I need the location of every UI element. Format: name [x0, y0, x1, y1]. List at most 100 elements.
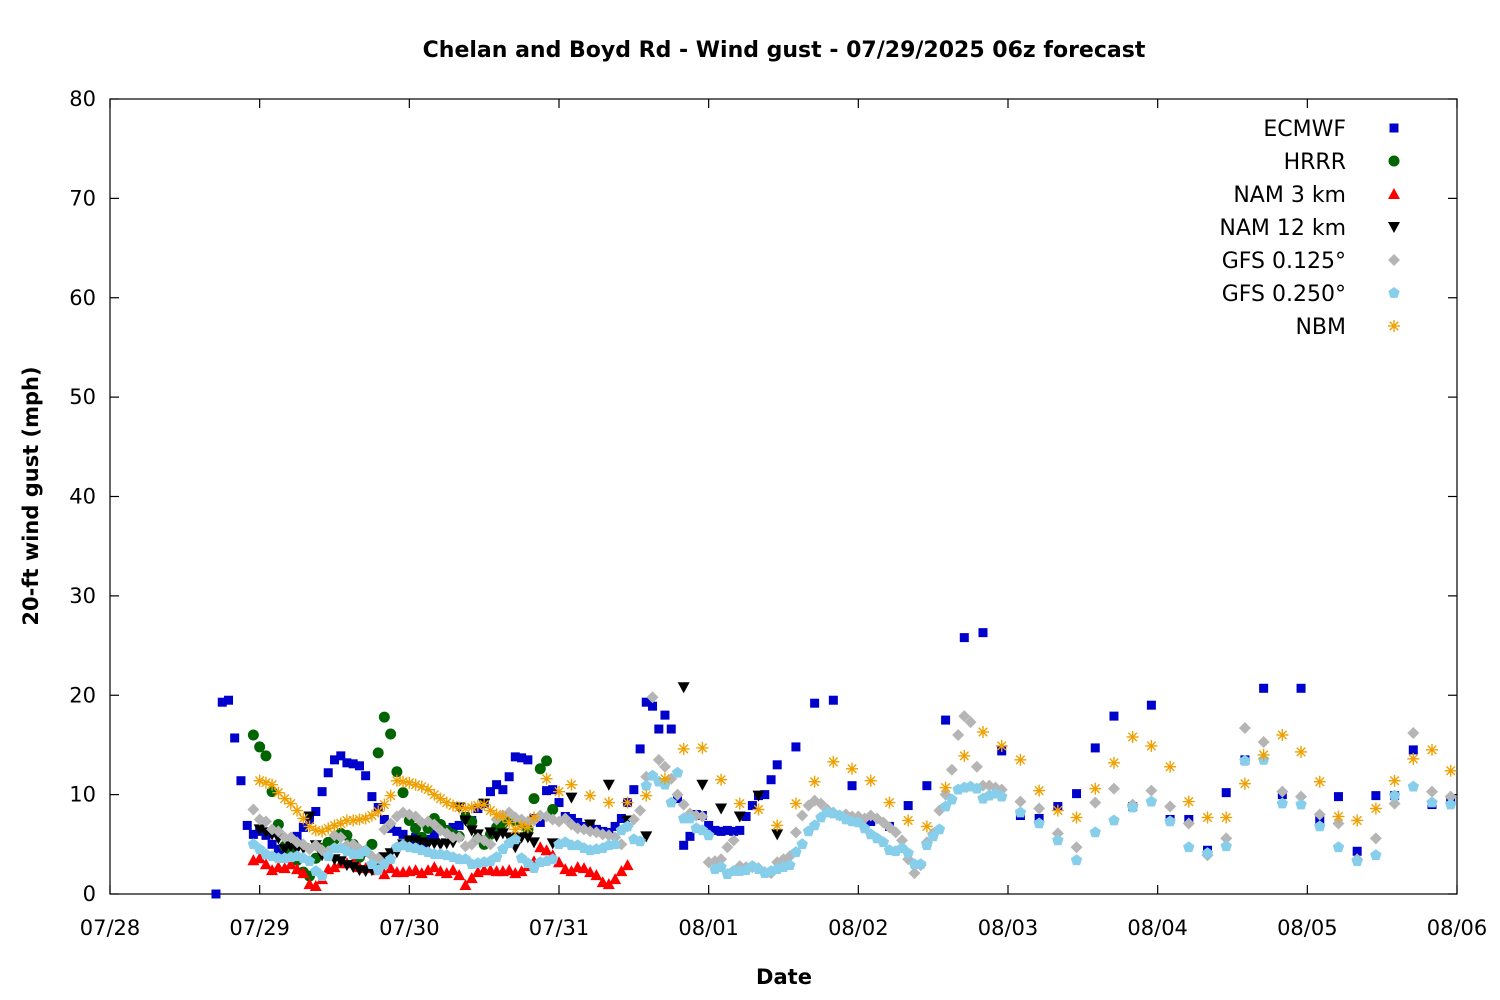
- data-point: [1220, 832, 1233, 845]
- data-point: [224, 695, 234, 705]
- data-point: [409, 810, 422, 823]
- data-point: [278, 844, 291, 856]
- data-point: [259, 858, 272, 870]
- data-point: [666, 724, 676, 734]
- data-point: [367, 792, 377, 802]
- data-point: [964, 716, 977, 729]
- data-point: [510, 752, 520, 762]
- data-point: [1371, 791, 1381, 801]
- data-point: [484, 827, 497, 839]
- data-point: [996, 790, 1008, 802]
- data-point: [253, 824, 266, 836]
- data-point: [1072, 789, 1082, 799]
- data-point: [1388, 789, 1401, 801]
- data-point: [721, 841, 734, 854]
- data-point: [1369, 802, 1382, 815]
- data-point: [365, 809, 378, 822]
- data-point: [685, 831, 695, 841]
- data-point: [422, 864, 435, 876]
- data-point: [827, 755, 840, 768]
- data-point: [941, 715, 951, 725]
- data-point: [521, 832, 534, 844]
- data-point: [814, 797, 827, 810]
- data-point: [1089, 796, 1102, 809]
- data-point: [796, 838, 808, 850]
- data-point: [810, 698, 820, 708]
- data-point: [303, 855, 316, 867]
- data-point: [665, 796, 677, 808]
- data-point: [648, 701, 658, 711]
- data-point: [902, 814, 915, 827]
- data-point: [784, 859, 796, 871]
- data-point: [428, 861, 441, 873]
- data-point: [378, 711, 390, 723]
- data-point: [752, 803, 765, 816]
- data-point: [828, 695, 838, 705]
- data-point: [259, 815, 272, 828]
- data-point: [509, 823, 522, 836]
- data-point: [484, 838, 497, 851]
- data-point: [710, 825, 720, 835]
- y-tick-label: 0: [83, 882, 96, 906]
- legend-label: ECMWF: [1263, 117, 1346, 142]
- data-point: [428, 818, 441, 831]
- legend-label: GFS 0.250°: [1222, 282, 1346, 307]
- data-point: [453, 869, 466, 881]
- data-point: [297, 867, 310, 879]
- data-point: [1388, 774, 1401, 787]
- series-nam-3-km: [247, 841, 634, 892]
- data-point: [273, 844, 283, 854]
- data-point: [542, 786, 552, 796]
- data-point: [465, 872, 478, 884]
- data-point: [1276, 797, 1289, 809]
- data-point: [553, 785, 565, 798]
- data-point: [1164, 815, 1176, 827]
- data-point: [278, 862, 291, 874]
- legend-label: GFS 0.125°: [1222, 249, 1346, 274]
- data-point: [727, 834, 740, 847]
- data-point: [454, 820, 464, 830]
- data-point: [846, 762, 859, 775]
- data-point: [1332, 810, 1345, 823]
- data-point: [247, 803, 260, 816]
- data-point: [471, 799, 484, 812]
- data-point: [635, 744, 645, 754]
- data-point: [995, 739, 1008, 752]
- data-point: [316, 870, 328, 881]
- data-point: [696, 810, 709, 823]
- data-point: [771, 819, 784, 832]
- data-point: [1426, 785, 1439, 798]
- data-point: [1070, 841, 1083, 854]
- data-point: [267, 839, 277, 849]
- data-point: [1351, 814, 1364, 827]
- data-point: [658, 772, 671, 785]
- data-point: [528, 837, 541, 849]
- y-axis-title: 20-ft wind gust (mph): [19, 366, 43, 625]
- series-nbm: [253, 726, 1457, 838]
- data-point: [517, 753, 527, 763]
- data-point: [323, 768, 333, 778]
- data-point: [920, 820, 933, 833]
- data-point: [652, 753, 665, 766]
- data-point: [629, 785, 639, 795]
- data-point: [428, 788, 441, 801]
- data-point: [521, 821, 534, 834]
- data-point: [735, 825, 745, 835]
- data-point: [677, 682, 690, 694]
- data-point: [217, 697, 227, 707]
- data-point: [266, 864, 279, 876]
- legend-label: NAM 3 km: [1233, 183, 1346, 208]
- legend-marker: [1389, 123, 1399, 133]
- data-point: [361, 771, 371, 781]
- data-point: [789, 797, 802, 810]
- data-point: [615, 865, 628, 877]
- data-point: [378, 798, 391, 811]
- data-point: [254, 741, 266, 753]
- data-point: [1239, 754, 1251, 766]
- legend: ECMWF HRRR NAM 3 km NAM 12 km GFS 0.125° GFS …: [1219, 117, 1400, 340]
- data-point: [1146, 700, 1156, 710]
- data-point: [978, 628, 988, 638]
- data-point: [528, 793, 540, 805]
- legend-marker: [1388, 287, 1400, 298]
- data-point: [1407, 780, 1419, 792]
